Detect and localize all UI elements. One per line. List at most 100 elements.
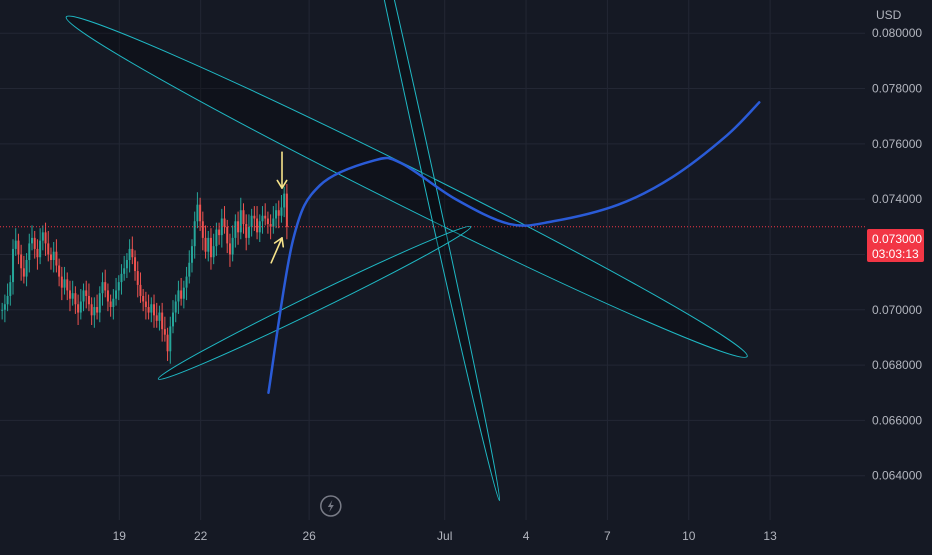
ellipse-drawing-3	[157, 225, 472, 380]
candle	[207, 237, 210, 252]
y-tick-label: 0.066000	[872, 413, 922, 427]
x-tick-label: 13	[763, 529, 777, 543]
candle	[112, 298, 115, 308]
candle	[155, 315, 158, 321]
candle	[20, 254, 23, 269]
candle	[253, 215, 256, 219]
x-tick-label: 22	[194, 529, 208, 543]
candle	[109, 301, 112, 308]
candle	[218, 229, 221, 236]
x-tick-label: 26	[302, 529, 316, 543]
candle	[134, 257, 137, 272]
candle	[261, 215, 264, 222]
candle	[39, 240, 42, 258]
candle	[139, 284, 142, 296]
candle	[153, 304, 156, 316]
arrow-head-1	[276, 179, 288, 189]
candle	[158, 312, 161, 321]
candle	[104, 282, 107, 291]
candle	[82, 290, 85, 302]
candle	[125, 260, 128, 269]
candle	[169, 326, 172, 352]
lightning-icon	[320, 495, 342, 517]
candle	[215, 229, 218, 247]
candle	[239, 210, 242, 233]
candle	[180, 290, 183, 299]
candle	[77, 304, 80, 313]
candle	[30, 237, 33, 244]
y-tick-label: 0.076000	[872, 137, 922, 151]
candle	[93, 307, 96, 316]
candle	[144, 301, 147, 308]
candle	[101, 282, 104, 294]
lightning-bolt	[327, 500, 334, 512]
candle	[174, 301, 177, 313]
candle	[201, 221, 204, 238]
drawings[interactable]	[58, 0, 761, 502]
candle	[3, 304, 6, 310]
price-badge: 0.073000 03:03:13	[867, 229, 924, 262]
candle	[79, 301, 82, 313]
candle	[120, 273, 123, 283]
candle	[36, 248, 39, 258]
candle	[283, 193, 286, 208]
candle	[275, 210, 278, 219]
candle	[212, 246, 215, 258]
candle	[150, 304, 153, 313]
candle	[272, 218, 275, 227]
candle	[161, 312, 164, 330]
candle	[90, 304, 93, 316]
candle	[117, 282, 120, 291]
candle	[12, 248, 15, 283]
candle	[6, 295, 9, 305]
candle	[87, 295, 90, 305]
candle	[247, 226, 250, 238]
candle	[96, 307, 99, 313]
x-tick-label: 7	[604, 529, 611, 543]
candle	[220, 218, 223, 236]
ellipse-drawing-2	[348, 0, 501, 502]
y-tick-label: 0.074000	[872, 192, 922, 206]
candle	[193, 221, 196, 247]
candle	[41, 232, 44, 241]
candle	[234, 221, 237, 238]
arrow-drawing-2	[270, 237, 283, 264]
candles	[1, 183, 288, 364]
candle	[66, 279, 69, 291]
candle	[55, 251, 58, 266]
candle	[231, 237, 234, 255]
candle	[63, 279, 66, 288]
candle	[285, 193, 288, 227]
candle	[223, 218, 226, 227]
x-tick-label: 4	[523, 529, 530, 543]
candle	[22, 268, 25, 277]
curve-drawing	[267, 101, 761, 395]
candle	[199, 204, 202, 222]
arrow-head-2	[273, 237, 285, 248]
candle	[237, 221, 240, 233]
candle	[85, 290, 88, 296]
candle	[190, 246, 193, 263]
candle	[25, 260, 28, 277]
candle	[166, 334, 169, 352]
price-badge-box	[867, 229, 924, 262]
currency-label: USD	[876, 8, 902, 22]
candle	[52, 251, 55, 260]
candle	[266, 218, 269, 225]
candle	[128, 248, 131, 260]
candle	[49, 254, 52, 260]
y-tick-label: 0.080000	[872, 26, 922, 40]
candle	[44, 232, 47, 244]
candle	[115, 290, 118, 299]
axes: USD 0.080000 0.078000 0.076000 0.074000 0.07…	[113, 8, 923, 543]
candle	[147, 307, 150, 313]
candle	[123, 268, 126, 274]
candle	[58, 265, 61, 277]
candle	[226, 226, 229, 244]
candle	[9, 282, 12, 296]
y-tick-label: 0.070000	[872, 303, 922, 317]
candle	[98, 293, 101, 313]
y-tick-label: 0.078000	[872, 82, 922, 96]
